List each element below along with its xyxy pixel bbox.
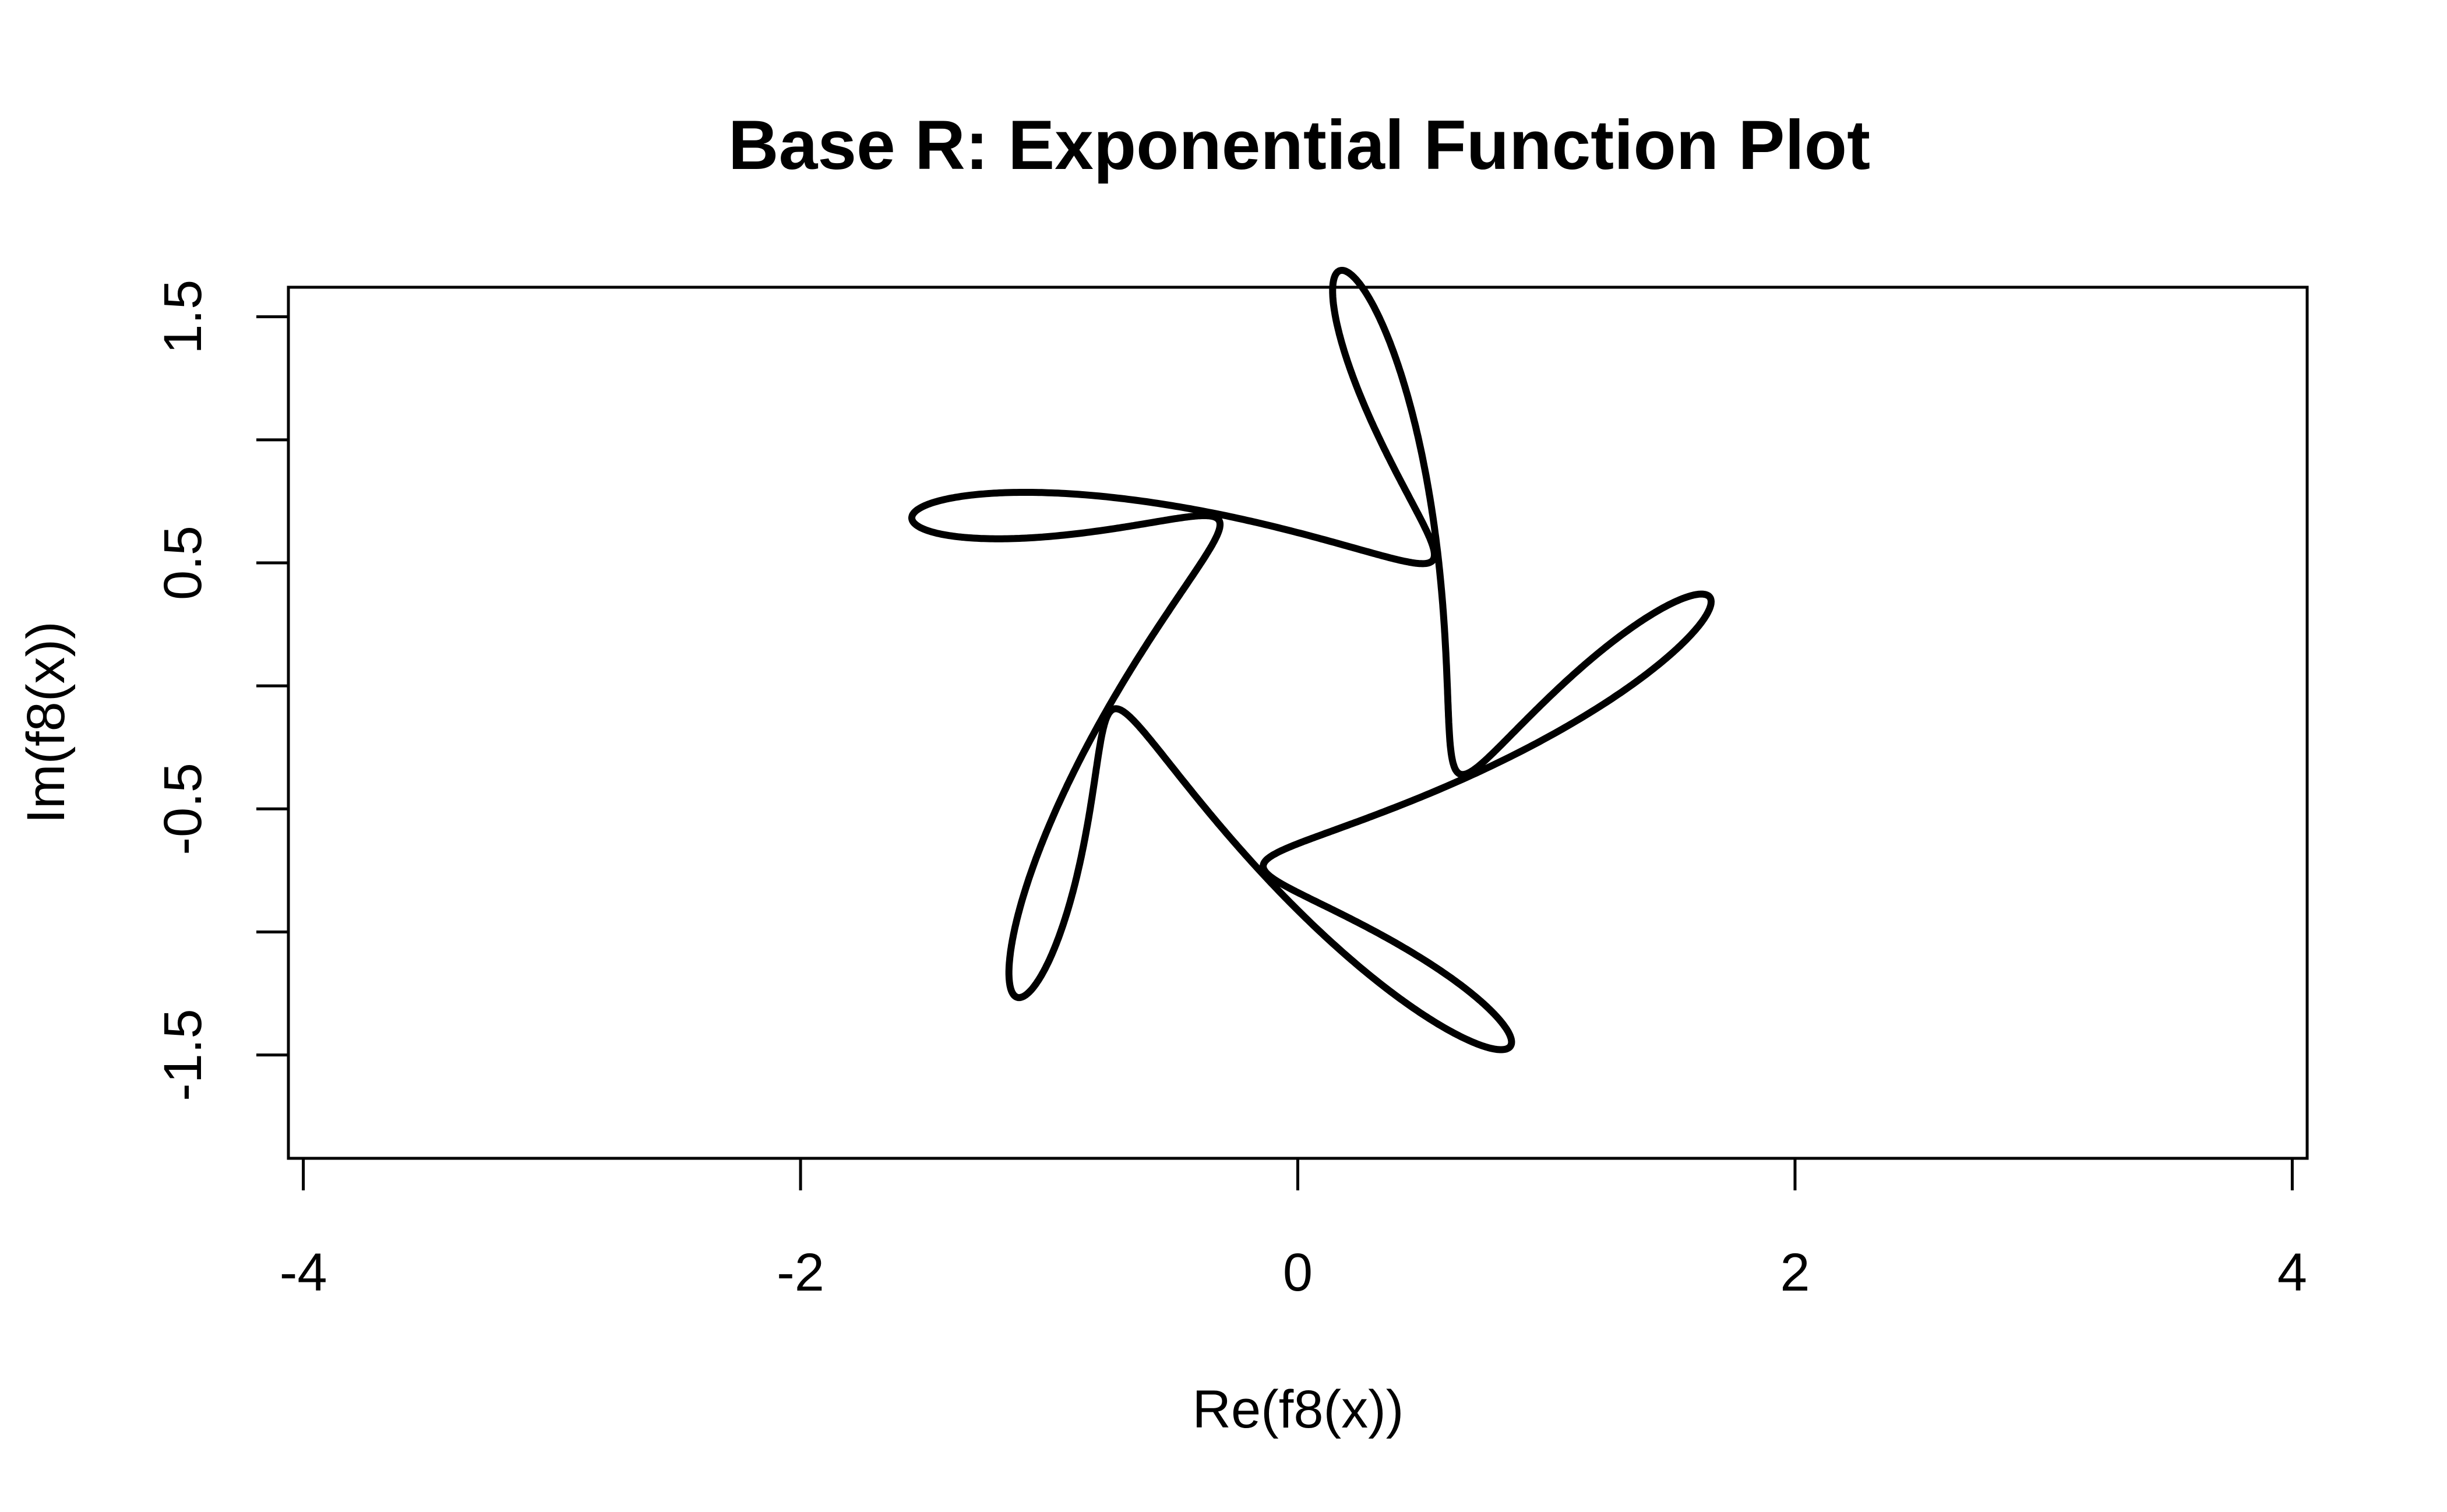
y-tick-label: 1.5: [153, 280, 213, 354]
y-axis: -1.5 -0.5 0.5 1.5: [153, 280, 290, 1101]
x-axis-label: Re(f8(x)): [1193, 1380, 1404, 1439]
x-tick-label: 0: [1283, 1243, 1313, 1302]
x-tick-label: 2: [1780, 1243, 1810, 1302]
chart-title: Base R: Exponential Function Plot: [728, 106, 1870, 184]
y-tick-label: -0.5: [153, 763, 213, 855]
x-tick-label: 4: [2277, 1243, 2307, 1302]
data-curve: [908, 267, 1715, 1053]
y-axis-label: Im(f8(x)): [16, 621, 76, 823]
y-tick-label: -1.5: [153, 1009, 213, 1101]
x-tick-label: -4: [280, 1243, 327, 1302]
x-tick-label: -2: [777, 1243, 824, 1302]
plot-frame: [287, 286, 2309, 1160]
y-tick-label: 0.5: [153, 526, 213, 600]
x-axis: -4 -2 0 2 4: [280, 1157, 2307, 1302]
